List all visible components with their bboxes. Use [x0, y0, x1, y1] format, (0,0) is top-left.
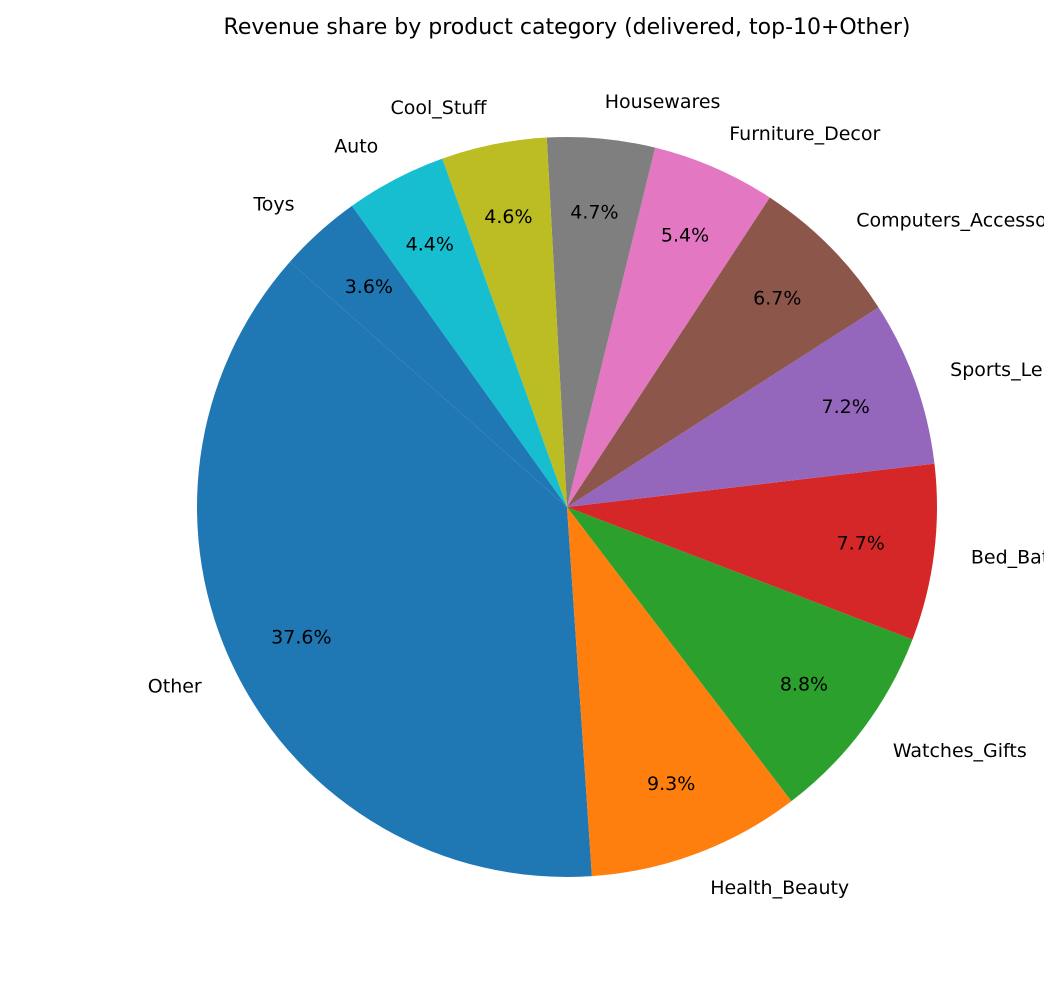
slice-percent-computers-accessories: 6.7%	[753, 288, 801, 310]
pie-slice-health-beauty	[567, 507, 792, 877]
pie-slice-bed-bath-table	[567, 463, 937, 640]
slice-percent-watches-gifts: 8.8%	[780, 673, 828, 695]
slices-layer	[197, 137, 937, 878]
pie-slice-computers-accessories	[567, 197, 879, 507]
pie-slice-cool-stuff	[442, 137, 567, 508]
slice-percent-cool-stuff: 4.6%	[484, 206, 532, 228]
slice-percent-housewares: 4.7%	[570, 201, 618, 223]
pie-slice-furniture-decor	[567, 147, 770, 507]
slice-label-computers-accessories: Computers_Accessories	[856, 210, 1044, 232]
slice-percent-health-beauty: 9.3%	[647, 773, 695, 795]
slice-label-housewares: Housewares	[605, 91, 721, 113]
pie-slice-watches-gifts	[567, 507, 913, 802]
labels-layer: Other 37.6% Health_Beauty 9.3% Watches_Gifts…	[148, 91, 1044, 899]
chart-title: Revenue share by product category (deliv…	[224, 15, 911, 40]
slice-label-toys: Toys	[252, 194, 294, 216]
slice-percent-toys: 3.6%	[345, 276, 393, 298]
slice-percent-bed-bath-table: 7.7%	[837, 533, 885, 555]
slice-label-sports-leisure: Sports_Leisure	[950, 359, 1044, 381]
pie-slice-sports-leisure	[567, 307, 935, 507]
slice-label-auto: Auto	[334, 135, 378, 157]
slice-percent-furniture-decor: 5.4%	[661, 225, 709, 247]
slice-label-health-beauty: Health_Beauty	[710, 877, 849, 899]
slice-label-cool-stuff: Cool_Stuff	[390, 97, 487, 119]
pie-slice-auto	[351, 158, 567, 508]
slice-label-furniture-decor: Furniture_Decor	[729, 123, 880, 145]
slice-percent-other: 37.6%	[271, 627, 331, 649]
slice-percent-auto: 4.4%	[406, 234, 454, 256]
slice-label-watches-gifts: Watches_Gifts	[893, 740, 1027, 762]
slice-label-other: Other	[148, 676, 202, 698]
pie-slice-toys	[289, 205, 567, 507]
pie-slice-other	[197, 261, 592, 878]
slice-label-bed-bath-table: Bed_Bath_Table	[971, 546, 1044, 568]
pie-slice-housewares	[546, 137, 656, 508]
slice-percent-sports-leisure: 7.2%	[822, 396, 870, 418]
